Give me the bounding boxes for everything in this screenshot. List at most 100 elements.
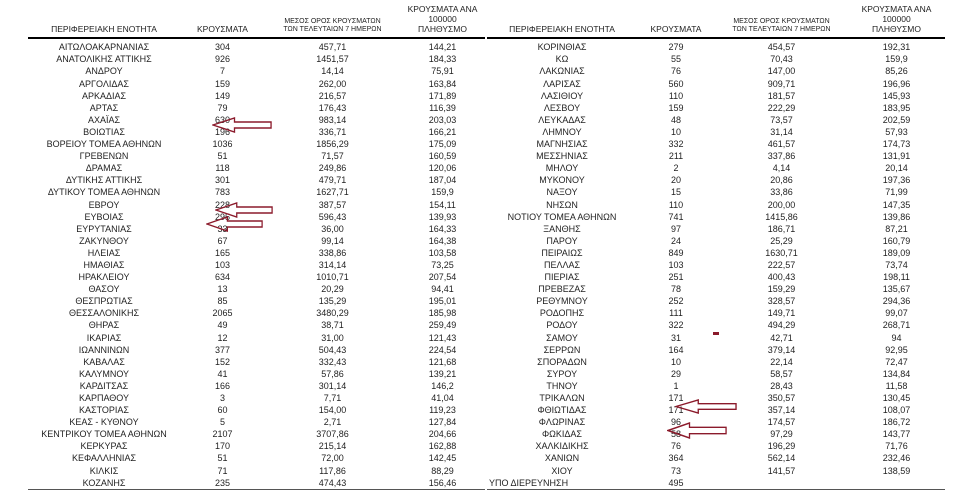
region-cell: ΤΡΙΚΑΛΩΝ xyxy=(539,393,585,404)
cases-cell: 279 xyxy=(668,42,684,53)
per100k-cell: 134,84 xyxy=(882,368,911,379)
per100k-cell: 88,29 xyxy=(431,465,454,476)
region-cell: ΑΝΑΤΟΛΙΚΗΣ ΑΤΤΙΚΗΣ xyxy=(56,54,152,65)
region-cell: ΑΡΚΑΔΙΑΣ xyxy=(81,90,127,101)
per100k-cell xyxy=(848,477,945,491)
cases-cell: 110 xyxy=(668,199,684,210)
cases-cell: 51 xyxy=(217,453,228,464)
per100k-cell: 166,21 xyxy=(428,126,457,137)
avg7-cell: 474,43 xyxy=(318,477,347,488)
table-row: ΠΕΛΛΑΣ 103 222,57 73,74 xyxy=(487,259,945,271)
cases-cell: 20 xyxy=(670,175,681,186)
per100k-cell: 75,91 xyxy=(431,66,454,77)
regional-cases-table-left: ΠΕΡΙΦΕΡΕΙΑΚΗ ΕΝΟΤΗΤΑ ΚΡΟΥΣΜΑΤΑ ΜΕΣΟΣ ΟΡΟ… xyxy=(28,4,485,492)
table-row: ΦΩΚΙΔΑΣ 58 97,29 143,77 xyxy=(487,428,945,440)
cases-cell: 783 xyxy=(214,187,231,198)
avg7-cell xyxy=(715,477,848,491)
per100k-cell: 147,35 xyxy=(882,199,911,210)
per100k-cell: 183,95 xyxy=(882,102,911,113)
table-row: ΒΟΙΩΤΙΑΣ 196 336,71 166,21 xyxy=(28,126,485,138)
avg7-cell: 357,14 xyxy=(767,405,796,416)
table-row: ΚΟΖΑΝΗΣ 235 474,43 156,46 xyxy=(28,477,485,491)
cases-cell: 2 xyxy=(673,163,679,174)
cases-cell: 171 xyxy=(668,405,684,416)
avg7-cell: 461,57 xyxy=(767,139,796,150)
per100k-cell: 207,54 xyxy=(428,272,457,283)
region-cell: ΜΕΣΣΗΝΙΑΣ xyxy=(536,151,588,162)
cases-cell: 78 xyxy=(670,284,681,295)
per100k-cell: 171,89 xyxy=(428,90,457,101)
table-row: ΑΙΤΩΛΟΑΚΑΡΝΑΝΙΑΣ 304 457,71 144,21 xyxy=(28,38,485,53)
region-cell: ΚΕΦΑΛΛΗΝΙΑΣ xyxy=(71,453,137,464)
per100k-cell: 71,76 xyxy=(885,441,908,452)
table-row: ΧΑΛΚΙΔΙΚΗΣ 76 196,29 71,76 xyxy=(487,440,945,452)
region-cell: ΛΑΡΙΣΑΣ xyxy=(543,78,581,89)
red-dash-marker xyxy=(713,332,719,335)
per100k-cell: 119,23 xyxy=(429,405,456,416)
cases-cell: 10 xyxy=(670,356,681,367)
table-row: ΛΕΥΚΑΔΑΣ 48 73,57 202,59 xyxy=(487,114,945,126)
avg7-cell: 338,86 xyxy=(318,247,347,258)
region-cell: ΕΥΡΥΤΑΝΙΑΣ xyxy=(76,223,132,234)
table-row: ΘΕΣΠΡΩΤΙΑΣ 85 135,29 195,01 xyxy=(28,295,485,307)
cases-cell: 304 xyxy=(214,42,231,53)
region-cell: ΒΟΙΩΤΙΑΣ xyxy=(83,126,125,137)
table-row: ΕΒΡΟΥ 228 387,57 154,11 xyxy=(28,199,485,211)
per100k-cell: 143,77 xyxy=(882,429,911,440)
per100k-cell: 139,93 xyxy=(428,211,457,222)
avg7-cell: 262,00 xyxy=(318,78,347,89)
cases-cell: 364 xyxy=(668,453,684,464)
per100k-cell: 294,36 xyxy=(882,296,911,307)
avg7-cell: 4,14 xyxy=(772,163,791,174)
per100k-cell: 130,45 xyxy=(882,393,911,404)
table-row: ΗΜΑΘΙΑΣ 103 314,14 73,25 xyxy=(28,259,485,271)
region-cell: ΙΚΑΡΙΑΣ xyxy=(86,332,122,343)
avg7-cell: 20,86 xyxy=(770,175,793,186)
per100k-cell: 139,86 xyxy=(882,211,911,222)
avg7-cell: 909,71 xyxy=(767,78,796,89)
table-row: ΚΕΦΑΛΛΗΝΙΑΣ 51 72,00 142,45 xyxy=(28,452,485,464)
table-row: ΠΑΡΟΥ 24 25,29 160,79 xyxy=(487,235,945,247)
table-row: ΡΟΔΟΥ 322 494,29 268,71 xyxy=(487,319,945,331)
region-cell: ΑΝΔΡΟΥ xyxy=(85,66,123,77)
table-row: ΣΑΜΟΥ 31 42,71 94 xyxy=(487,332,945,344)
regional-cases-table-right: ΠΕΡΙΦΕΡΕΙΑΚΗ ΕΝΟΤΗΤΑ ΚΡΟΥΣΜΑΤΑ ΜΕΣΟΣ ΟΡΟ… xyxy=(487,4,945,492)
cases-cell: 96 xyxy=(670,417,681,428)
table-row: ΕΥΡΥΤΑΝΙΑΣ 33 36,00 164,33 xyxy=(28,223,485,235)
region-cell: ΣΠΟΡΑΔΩΝ xyxy=(537,356,587,367)
region-cell: ΠΕΙΡΑΙΩΣ xyxy=(541,247,583,258)
avg7-cell: 457,71 xyxy=(318,42,347,53)
region-cell: ΘΑΣΟΥ xyxy=(88,284,120,295)
region-cell: ΚΑΡΠΑΘΟΥ xyxy=(78,393,130,404)
region-cell: ΞΑΝΘΗΣ xyxy=(543,223,581,234)
cases-cell: 49 xyxy=(217,320,228,331)
header-avg7: ΜΕΣΟΣ ΟΡΟΣ ΚΡΟΥΣΜΑΤΩΝ ΤΩΝ ΤΕΛΕΥΤΑΙΩΝ 7 ΗΜ… xyxy=(265,5,400,40)
region-cell: ΣΑΜΟΥ xyxy=(546,332,578,343)
region-cell: ΚΑΒΑΛΑΣ xyxy=(83,356,125,367)
per100k-cell: 144,21 xyxy=(428,42,457,53)
per100k-cell: 120,06 xyxy=(428,163,457,174)
avg7-cell: 73,57 xyxy=(770,114,793,125)
cases-cell: 110 xyxy=(668,90,684,101)
table-row: ΡΟΔΟΠΗΣ 111 149,71 99,07 xyxy=(487,307,945,319)
table-row: ΤΗΝΟΥ 1 28,43 11,58 xyxy=(487,380,945,392)
per100k-cell: 73,74 xyxy=(885,259,908,270)
cases-cell: 103 xyxy=(214,259,231,270)
table-row: ΜΑΓΝΗΣΙΑΣ 332 461,57 174,73 xyxy=(487,138,945,150)
region-cell: ΘΗΡΑΣ xyxy=(88,320,120,331)
avg7-cell: 328,57 xyxy=(767,296,796,307)
avg7-cell: 454,57 xyxy=(767,42,796,53)
cases-cell: 228 xyxy=(214,199,231,210)
per100k-cell: 224,54 xyxy=(428,344,457,355)
per100k-cell: 175,09 xyxy=(428,139,457,150)
avg7-cell: 25,29 xyxy=(770,235,793,246)
per100k-cell: 20,14 xyxy=(885,163,908,174)
avg7-cell: 71,57 xyxy=(321,151,344,162)
table-row: ΔΥΤΙΚΟΥ ΤΟΜΕΑ ΑΘΗΝΩΝ 783 1627,71 159,9 xyxy=(28,186,485,198)
region-cell: ΘΕΣΠΡΩΤΙΑΣ xyxy=(75,296,133,307)
per100k-cell: 73,25 xyxy=(431,259,454,270)
region-cell: ΚΕΑΣ - ΚΥΘΝΟΥ xyxy=(69,417,139,428)
region-cell: ΝΟΤΙΟΥ ΤΟΜΕΑ ΑΘΗΝΩΝ xyxy=(507,211,617,222)
region-cell: ΘΕΣΣΑΛΟΝΙΚΗΣ xyxy=(68,308,140,319)
